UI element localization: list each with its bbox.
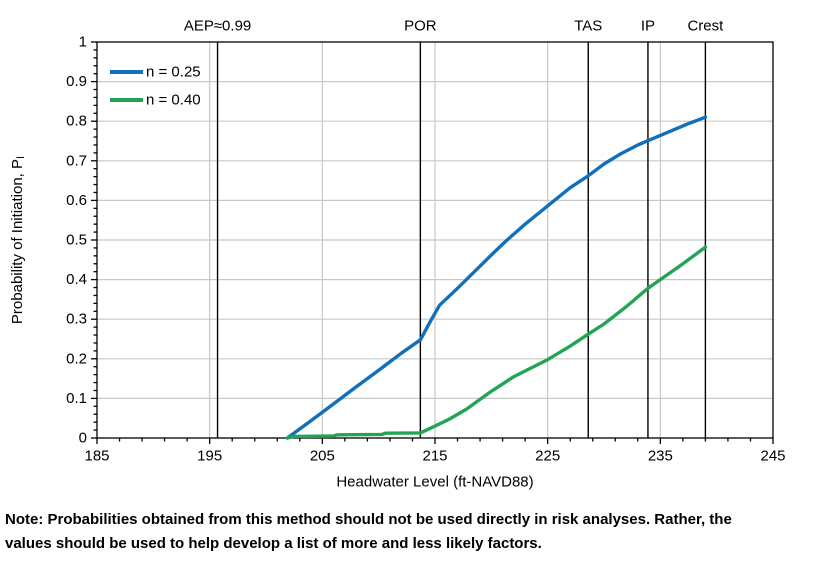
x-tick-label: 215 [422, 448, 447, 465]
x-tick-label: 185 [84, 448, 109, 465]
x-tick-label: 205 [310, 448, 335, 465]
y-tick-label: 1 [79, 34, 87, 51]
legend-label-n = 0.40: n = 0.40 [146, 92, 201, 109]
x-tick-label: 195 [197, 448, 222, 465]
legend-label-n = 0.25: n = 0.25 [146, 64, 201, 81]
x-axis-title: Headwater Level (ft-NAVD88) [336, 474, 533, 491]
x-tick-label: 245 [760, 448, 785, 465]
y-tick-label: 0.9 [66, 73, 87, 90]
ref-label-IP: IP [641, 18, 655, 35]
y-tick-label: 0 [79, 430, 87, 447]
note-line-1: Note: Probabilities obtained from this m… [5, 511, 732, 528]
ref-label-TAS: TAS [574, 18, 602, 35]
reference-lines: AEP≈0.99 POR TAS IP Crest [184, 18, 724, 438]
x-tick-label: 225 [535, 448, 560, 465]
y-tick-label: 0.2 [66, 350, 87, 367]
ref-label-POR: POR [404, 18, 437, 35]
legend: n = 0.25 n = 0.40 [110, 64, 201, 109]
chart-area: AEP≈0.99 POR TAS IP Crest 185 195 205 215 225 235… [9, 18, 786, 491]
x-tick-label: 235 [648, 448, 673, 465]
y-tick-label: 0.1 [66, 390, 87, 407]
y-tick-label: 0.8 [66, 113, 87, 130]
ref-label-Crest: Crest [687, 18, 724, 35]
note-line-2: values should be used to help develop a … [5, 535, 542, 552]
series-line-n = 0.25 [285, 115, 708, 440]
probability-chart: AEP≈0.99 POR TAS IP Crest 185 195 205 215 225 235… [9, 18, 786, 491]
y-tick-label: 0.4 [66, 271, 87, 288]
y-tick-label: 0.6 [66, 192, 87, 209]
y-tick-label: 0.3 [66, 311, 87, 328]
y-tick-label: 0.5 [66, 232, 87, 249]
axis-labels: 185 195 205 215 225 235 245 0 0.1 0.2 0.3 0.4 0.5 0.6… [9, 34, 786, 491]
series-line-n = 0.40 [285, 245, 708, 440]
y-tick-label: 0.7 [66, 152, 87, 169]
note: Note: Probabilities obtained from this m… [0, 502, 815, 556]
axis-ticks [91, 41, 774, 444]
data-series [285, 115, 708, 440]
gridlines [97, 42, 773, 438]
ref-label-AEP≈0.99: AEP≈0.99 [184, 18, 251, 35]
y-axis-title: Probability of Initiation, PI [9, 156, 28, 324]
